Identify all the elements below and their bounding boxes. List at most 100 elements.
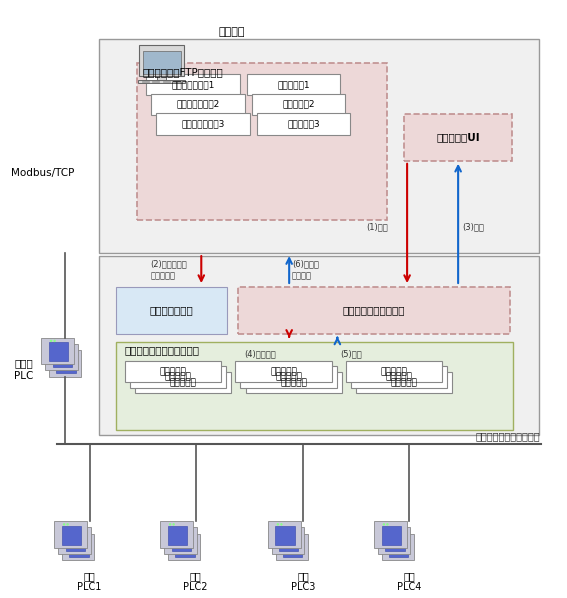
Text: サブ
PLC3: サブ PLC3 [291,570,315,592]
Bar [374,521,407,548]
Circle shape [57,352,60,355]
Text: テストパターン3: テストパターン3 [182,120,225,129]
Circle shape [176,536,179,538]
Text: フィールドネットワーク: フィールドネットワーク [475,431,540,441]
Bar [346,361,442,383]
Text: プログラム: プログラム [275,373,302,382]
Circle shape [169,523,171,526]
Bar [99,39,539,253]
Bar [45,344,78,370]
Text: プログラム: プログラム [270,367,297,376]
Text: (4)呼び出し: (4)呼び出し [244,350,276,359]
Circle shape [383,523,385,526]
Circle shape [172,523,175,526]
Bar [164,527,197,554]
Bar [160,521,193,548]
Bar [116,287,227,334]
Circle shape [387,529,389,532]
Bar [351,367,447,388]
Circle shape [74,536,77,538]
Bar [240,367,337,388]
Bar [235,361,332,383]
Text: ライブラリ（テスト対象）: ライブラリ（テスト対象） [125,346,200,356]
Bar [58,527,91,554]
Circle shape [394,536,396,538]
Bar [276,526,295,545]
Circle shape [173,529,175,532]
Bar [157,77,166,80]
Text: 上位プログラム: 上位プログラム [150,306,194,315]
Bar [257,113,350,135]
Bar [356,372,452,393]
Text: プログラム: プログラム [280,378,307,387]
Text: サブ
PLC4: サブ PLC4 [397,570,421,592]
Bar [276,533,308,560]
Circle shape [281,529,283,532]
Circle shape [57,346,60,348]
Text: プログラム: プログラム [391,378,418,387]
Text: (1)指示: (1)指示 [367,222,388,231]
Bar [272,527,304,554]
Text: 自動テストプログラム: 自動テストプログラム [343,306,405,315]
Bar [146,74,240,95]
Bar [268,521,301,548]
Bar [156,113,250,135]
Bar [53,349,71,367]
Bar [139,45,184,77]
Text: テスト結果2: テスト結果2 [282,100,315,109]
Bar [246,372,342,393]
Bar [151,93,245,115]
Bar [125,361,221,383]
Bar [238,287,510,334]
Bar [142,81,149,83]
Bar [62,533,95,560]
Circle shape [280,523,282,526]
Bar [62,526,81,545]
Text: 自動テスト用FTPフォルダ: 自動テスト用FTPフォルダ [143,67,223,77]
Bar [404,114,512,161]
Circle shape [67,529,69,532]
Circle shape [284,529,286,532]
Bar [168,533,201,560]
Bar [386,532,404,551]
Circle shape [66,523,69,526]
Circle shape [50,340,52,342]
Text: (6)テスト
結果送信: (6)テスト 結果送信 [292,260,319,280]
Bar [99,256,539,435]
Bar [382,533,414,560]
Text: プログラム: プログラム [386,373,413,382]
Bar [130,367,226,388]
Text: (2)テスト内容
期待値取得: (2)テスト内容 期待値取得 [150,260,187,280]
Text: プログラム: プログラム [164,373,192,382]
Text: テストパターン2: テストパターン2 [177,100,220,109]
Circle shape [54,346,56,348]
Text: (3)状態: (3)状態 [462,222,484,231]
Bar [283,538,302,557]
Bar [135,372,231,393]
Circle shape [53,340,56,342]
Text: サブ
PLC2: サブ PLC2 [183,570,208,592]
Bar [389,538,408,557]
Text: 自動テストUI: 自動テストUI [437,133,480,142]
Text: テストパターン1: テストパターン1 [172,80,215,89]
Bar [137,63,387,221]
Bar [280,532,298,551]
Text: テスト結果3: テスト結果3 [287,120,320,129]
Bar [49,350,82,377]
Bar [142,51,181,74]
Text: Modbus/TCP: Modbus/TCP [11,168,75,178]
Bar [168,526,187,545]
Bar [152,81,159,83]
Bar [382,526,401,545]
Bar [66,532,84,551]
Bar [247,74,340,95]
Bar [252,93,345,115]
Bar [69,538,88,557]
Circle shape [386,523,388,526]
Circle shape [70,536,73,538]
Bar [56,355,75,373]
Bar [49,343,68,361]
Text: サーバー: サーバー [218,27,245,37]
Bar [175,538,194,557]
Bar [138,80,185,83]
